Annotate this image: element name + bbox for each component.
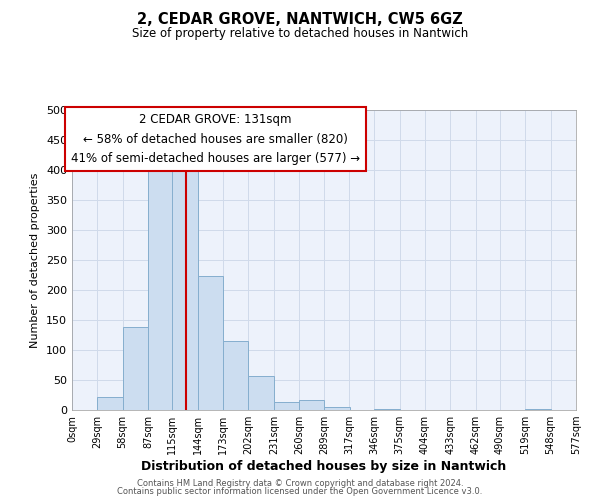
Text: 2 CEDAR GROVE: 131sqm
← 58% of detached houses are smaller (820)
41% of semi-det: 2 CEDAR GROVE: 131sqm ← 58% of detached …: [71, 113, 360, 165]
Bar: [148, 161, 173, 410]
Bar: [97, 397, 122, 410]
Text: 2, CEDAR GROVE, NANTWICH, CW5 6GZ: 2, CEDAR GROVE, NANTWICH, CW5 6GZ: [137, 12, 463, 28]
Bar: [172, 159, 198, 410]
Bar: [299, 400, 325, 410]
Y-axis label: Number of detached properties: Number of detached properties: [31, 172, 40, 348]
Text: Contains HM Land Registry data © Crown copyright and database right 2024.: Contains HM Land Registry data © Crown c…: [137, 478, 463, 488]
Text: Contains public sector information licensed under the Open Government Licence v3: Contains public sector information licen…: [118, 488, 482, 496]
Bar: [274, 402, 299, 410]
Text: Size of property relative to detached houses in Nantwich: Size of property relative to detached ho…: [132, 28, 468, 40]
Bar: [198, 276, 223, 410]
Bar: [325, 407, 350, 410]
Bar: [223, 341, 248, 410]
Bar: [122, 326, 148, 410]
Bar: [248, 376, 274, 410]
X-axis label: Distribution of detached houses by size in Nantwich: Distribution of detached houses by size …: [142, 460, 506, 473]
